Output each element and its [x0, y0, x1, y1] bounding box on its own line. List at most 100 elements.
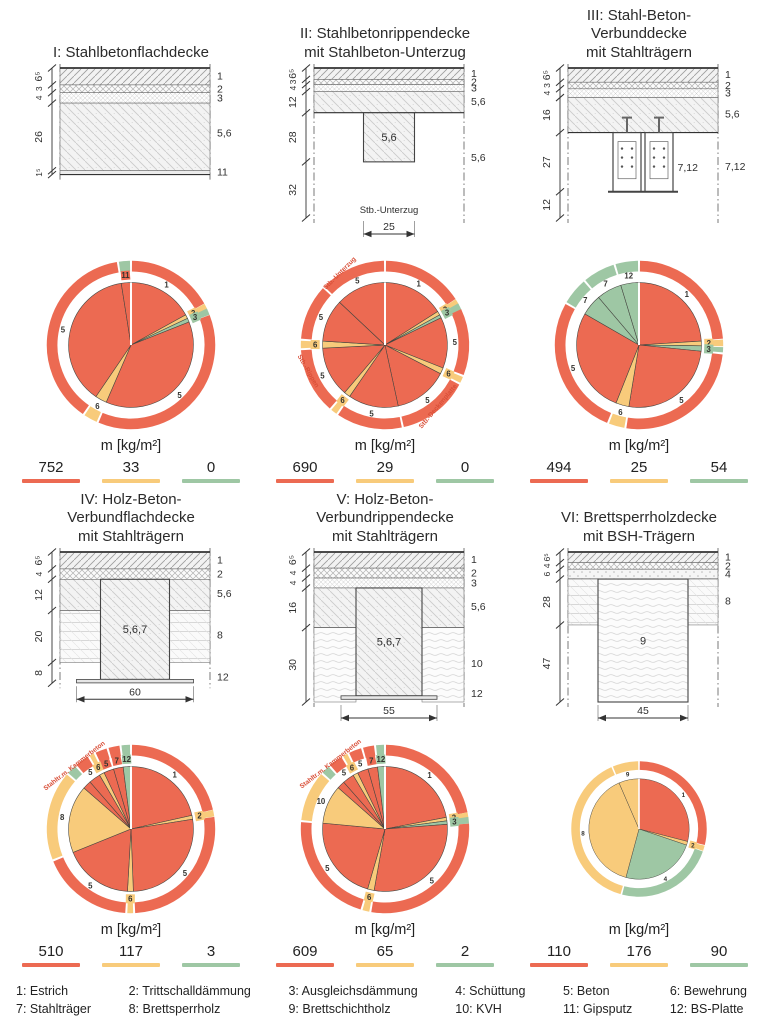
ring-segment [300, 349, 337, 409]
segment-label: 2 [691, 842, 695, 849]
segment-label: 9 [626, 771, 630, 778]
ring-segment [46, 774, 76, 860]
mass-unit-label: m [kg/m²] [100, 438, 162, 454]
pie-segment [384, 344, 441, 407]
dim-value: 6⁵ [34, 71, 45, 81]
segment-label: 6 [340, 396, 345, 405]
beam-label: 9 [640, 635, 646, 647]
dim-tick [301, 214, 311, 222]
dim-value: 27 [541, 156, 553, 168]
dim-value: 32 [287, 184, 299, 196]
segment-label: 7 [603, 280, 607, 289]
panel-II: II: Stahlbetonrippendecke mit Stahlbeton-… [258, 6, 512, 490]
layer-number-label: 2 [471, 568, 477, 580]
width-dim-value: 25 [383, 221, 395, 233]
layer-number-label: 1 [725, 551, 731, 563]
segment-label: 10 [317, 797, 326, 806]
panels-grid: I: Stahlbetonflachdecke 1 2 3 5,6 11 6⁵ 3 4 26 1⁵ 1… [4, 6, 759, 974]
segment-label: 5 [355, 277, 360, 286]
beam-label: 5,6,7 [377, 637, 401, 649]
mass-total-yellow: 117 [102, 943, 160, 967]
segment-label: 5 [325, 864, 330, 873]
pie-chart: 123565565655Stb.-DeckenplatteStb.-Rippen… [296, 256, 470, 430]
dim-value: 6 [542, 571, 552, 576]
ring-segment [457, 816, 470, 825]
dim-tick [47, 658, 57, 667]
layer [567, 67, 719, 83]
dim-value: 4 [288, 86, 298, 91]
ring-segment [53, 857, 127, 913]
dim-value: 6⁵ [287, 69, 299, 79]
layer-number-label: 2 [725, 80, 731, 92]
ring-segment [121, 744, 131, 756]
dim-tick [47, 64, 57, 72]
ring-segment [324, 260, 385, 295]
segment-label: 1 [164, 281, 169, 290]
segment-chip [376, 754, 386, 765]
pie-segment [384, 766, 447, 830]
dim-value: 6⁵ [542, 553, 552, 561]
segment-label: 6 [95, 402, 100, 411]
section-block-VI: 9 1 2 4 8 6⁵ 4 6 28 47 45 [512, 546, 763, 736]
color-key-underline [102, 962, 160, 967]
layer-number-label: 5,6 [217, 589, 232, 600]
layer [59, 84, 211, 93]
color-key-underline [436, 962, 494, 967]
panel-IV: IV: Holz-Beton- Verbundflachdecke mit Stah… [4, 490, 258, 974]
panel-title-line: mit Stahlträgern [78, 527, 184, 545]
layer [567, 81, 719, 90]
mass-total-red: 752 [22, 459, 80, 483]
pie-block-III: 1 2 3 5 6 5 7 7 12 [547, 252, 731, 438]
beam [362, 112, 416, 163]
panel-title-line: V: Holz-Beton- [336, 491, 434, 509]
segment-chip [111, 755, 123, 766]
segment-chip [440, 306, 454, 320]
ring-segment [615, 260, 639, 275]
dim-value: 4 [288, 570, 298, 575]
segment-label: 5 [88, 768, 93, 777]
dim-value: 6⁵ [541, 70, 553, 80]
ring-segment [371, 823, 470, 914]
ring-segment [202, 809, 215, 819]
ring-segment [639, 761, 707, 846]
ring-segment [134, 816, 216, 914]
dim-value: 30 [287, 659, 299, 671]
mass-total-value: 25 [630, 459, 648, 476]
layer-number-label: 5,6 [471, 152, 486, 164]
segment-label: 1 [416, 280, 421, 289]
dim-value: 28 [287, 131, 299, 143]
layer-number-label: 3 [471, 577, 477, 589]
panel-title-line: mit Stahlträgern [586, 43, 692, 61]
mass-total-yellow: 29 [356, 459, 414, 483]
dim-value: 4 [542, 91, 552, 96]
layer [313, 67, 465, 80]
ring-segment [338, 405, 402, 430]
mass-totals: 609 65 2 [276, 943, 494, 974]
ring-segment [554, 303, 612, 423]
mass-unit-label: m [kg/m²] [100, 922, 162, 938]
panel-VI: VI: Brettsperrholzdecke mit BSH-Trägern 9 1… [512, 490, 763, 974]
dim-value: 16 [287, 602, 299, 614]
ring-segment [363, 745, 376, 759]
segment-label: 6 [618, 408, 623, 417]
ring-segment [131, 260, 205, 309]
layer-number-label: 2 [217, 84, 223, 95]
segment-chip [125, 894, 135, 904]
layer-number-label: 5,6 [217, 128, 232, 139]
panel-title-line: mit BSH-Trägern [583, 527, 695, 545]
layer-number-label: 2 [471, 77, 477, 89]
layer-number-label: 11 [217, 167, 228, 178]
layer-number-label: 1 [217, 71, 223, 82]
layer-number-label: 1 [217, 555, 223, 566]
pie-segment [72, 828, 132, 892]
segment-label: 4 [664, 876, 668, 883]
color-key-underline [102, 478, 160, 483]
layer [567, 88, 719, 98]
ring-segment [639, 260, 723, 340]
panel-V: V: Holz-Beton- Verbundrippendecke mit Stah… [258, 490, 512, 974]
dim-value: 8 [34, 670, 45, 676]
mass-total-value: 0 [460, 459, 470, 476]
